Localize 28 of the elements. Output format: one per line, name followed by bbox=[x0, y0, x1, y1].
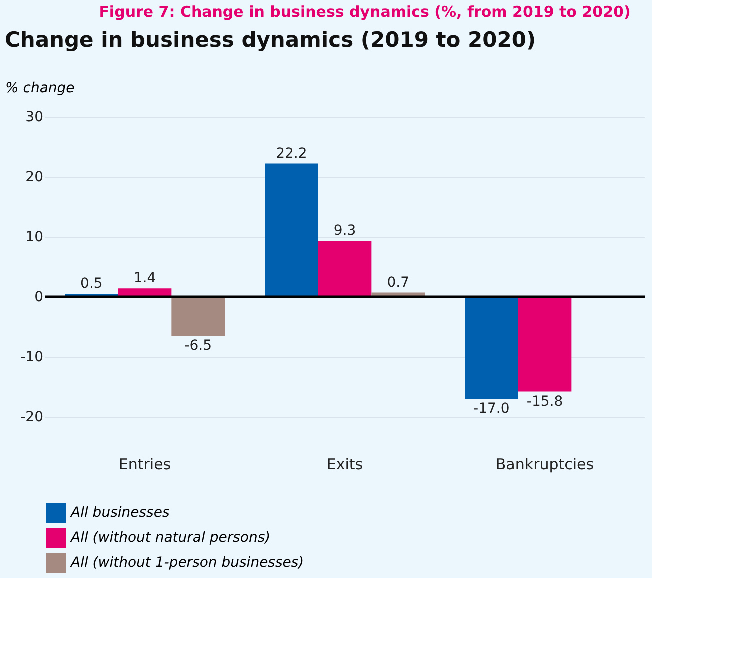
x-tick-label: Exits bbox=[326, 456, 364, 474]
y-tick-label: -10 bbox=[20, 350, 44, 366]
bar bbox=[518, 297, 572, 392]
data-label: -6.5 bbox=[184, 338, 212, 354]
data-label: 1.4 bbox=[134, 270, 156, 287]
bar bbox=[265, 164, 318, 297]
legend-label: All (without 1-person businesses) bbox=[70, 555, 304, 571]
data-label: -17.0 bbox=[474, 401, 510, 417]
y-tick-label: 20 bbox=[26, 170, 44, 186]
legend-label: All (without natural persons) bbox=[70, 530, 271, 546]
bar bbox=[172, 297, 225, 336]
y-tick-label: -20 bbox=[20, 410, 44, 426]
data-label: -15.8 bbox=[526, 394, 564, 410]
caption: Figure 7: Change in business dynamics (%, from 2019 to 2020) bbox=[99, 3, 631, 21]
chart-title: Change in business dynamics (2019 to 2020) bbox=[5, 28, 536, 52]
x-tick-label: Entries bbox=[118, 456, 172, 474]
y-tick-label: 10 bbox=[26, 230, 44, 246]
y-axis-title: % change bbox=[6, 80, 75, 96]
legend-label: All businesses bbox=[70, 505, 170, 521]
data-label: 0.7 bbox=[387, 274, 410, 291]
bar bbox=[465, 297, 518, 399]
y-tick-label: 30 bbox=[26, 110, 44, 126]
bar bbox=[318, 241, 372, 297]
x-tick-label: Bankruptcies bbox=[496, 456, 594, 474]
data-label: 0.5 bbox=[80, 276, 103, 292]
data-label: 22.2 bbox=[276, 146, 308, 162]
y-tick-label: 0 bbox=[34, 290, 44, 306]
data-label: 9.3 bbox=[334, 223, 356, 240]
